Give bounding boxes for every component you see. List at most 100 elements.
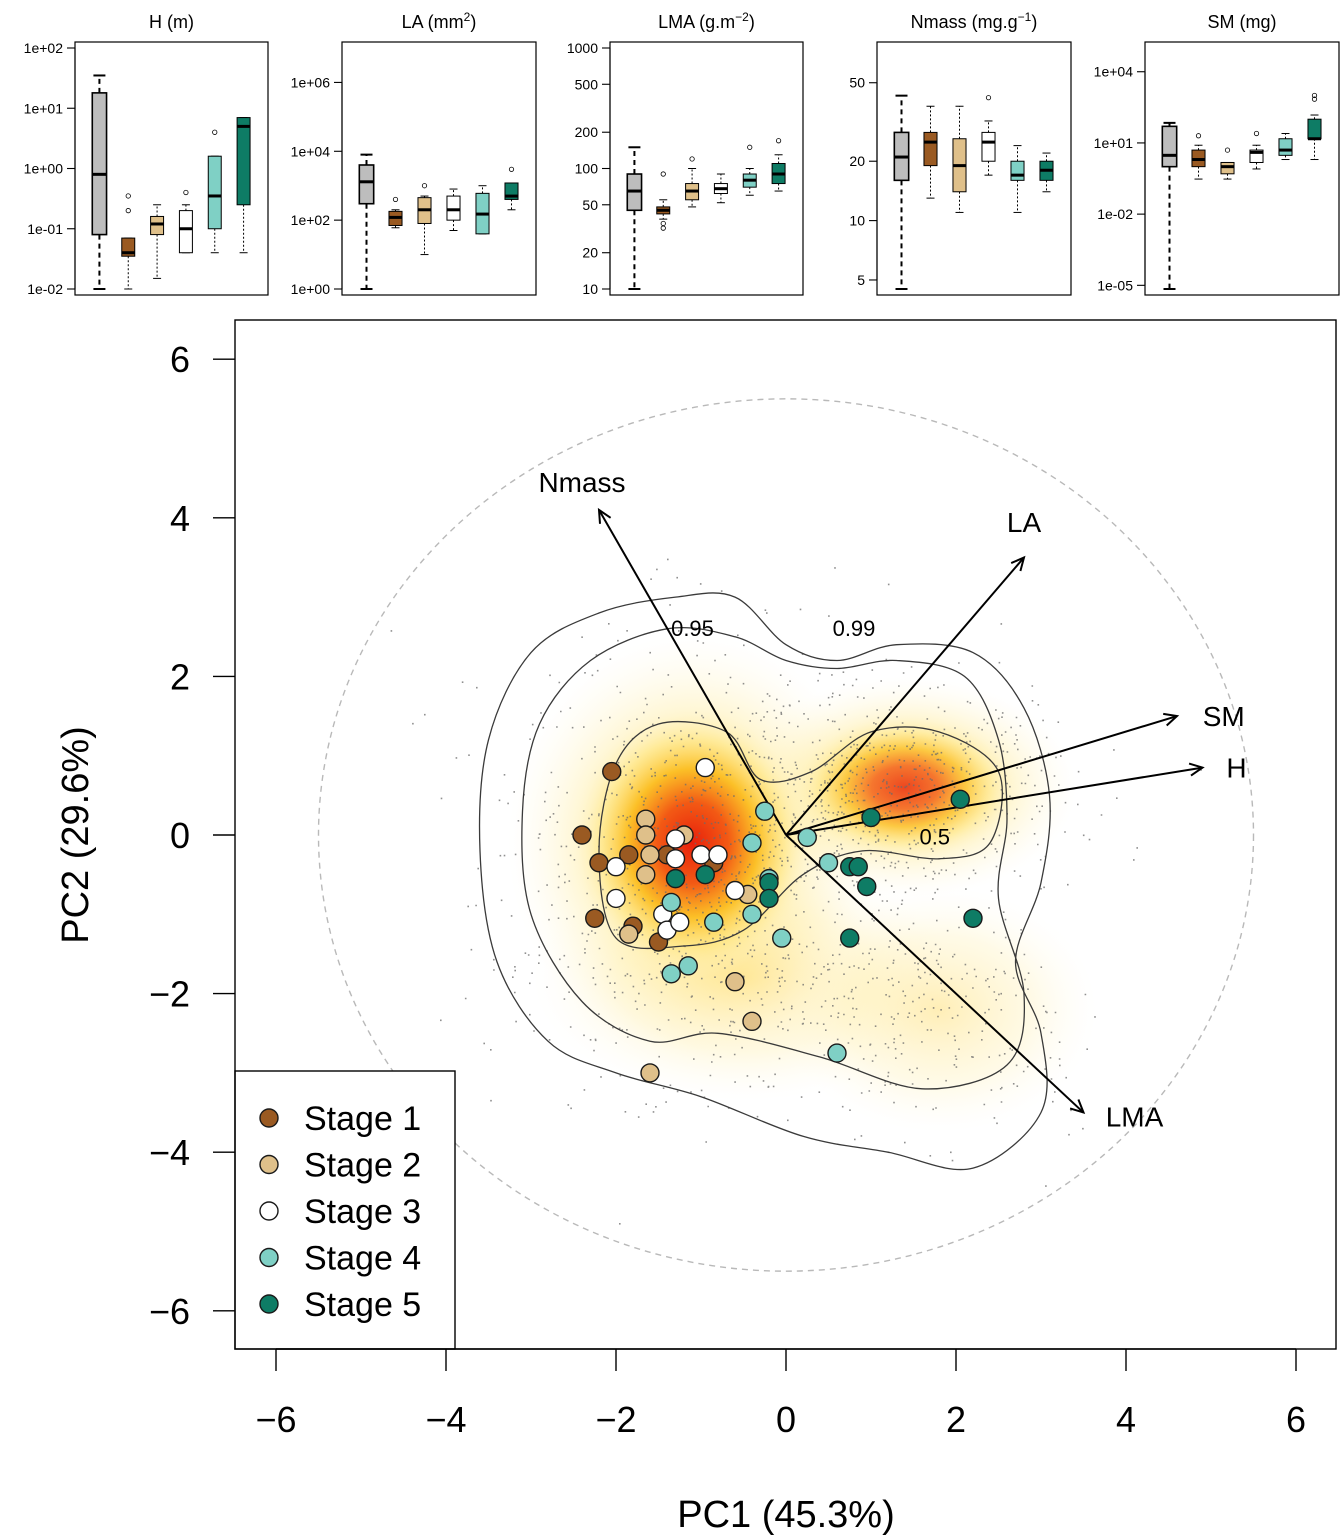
x-tick-label: 0 — [776, 1399, 796, 1440]
tick-label: 1e+01 — [1094, 135, 1134, 151]
box — [923, 131, 938, 167]
box — [1161, 125, 1178, 168]
density-contours: 0.95 0.99 0.5 — [317, 398, 1255, 1272]
outlier-point — [392, 196, 399, 203]
outlier-point — [747, 144, 753, 150]
stage-point — [572, 825, 592, 845]
box — [236, 117, 251, 206]
stage-point — [759, 888, 779, 909]
stage-point — [742, 904, 762, 924]
loading-arrow — [785, 715, 1178, 836]
tick-label: 1e+04 — [1094, 64, 1134, 80]
x-tick-label: −6 — [255, 1399, 296, 1440]
stage-point — [742, 833, 762, 853]
arrow-head — [1163, 712, 1180, 727]
panel-title-sup: −1 — [1018, 10, 1032, 24]
panel-title-unit: (mg.g — [972, 12, 1018, 32]
panel-title-main: Nmass — [911, 12, 972, 32]
panel-title-unit: (m) — [167, 12, 194, 32]
panel-title-main: LA — [402, 12, 428, 32]
stage-point — [665, 849, 686, 869]
tick-label: 1e-05 — [1097, 277, 1133, 293]
x-tick-label: −4 — [425, 1399, 466, 1440]
outlier-point — [125, 193, 131, 199]
box — [358, 164, 375, 205]
stage-point — [861, 807, 881, 828]
panel-title: SM (mg) — [1207, 12, 1276, 32]
y-axis-title: PC2 (29.6%) — [55, 726, 97, 944]
legend-marker — [259, 1294, 279, 1314]
stage-point — [602, 761, 622, 782]
outlier-point — [775, 138, 782, 144]
tick-label: 1e+00 — [291, 281, 331, 297]
stage-point — [619, 924, 639, 944]
outlier-point — [1195, 133, 1202, 139]
stage-point — [950, 789, 970, 810]
legend: Stage 1 Stage 2 Stage 3 Stage 4 Stage 5 — [234, 1070, 456, 1350]
stage-point — [691, 845, 711, 865]
box — [1278, 138, 1293, 156]
panel-title: Nmass (mg.g−1) — [911, 10, 1038, 32]
tick-label: 1e+01 — [24, 100, 64, 116]
outlier-point — [212, 129, 218, 135]
outlier-point — [1253, 130, 1260, 137]
tick-label: 1e-02 — [1097, 206, 1133, 222]
y-tick-label: −4 — [149, 1132, 190, 1173]
arrow-head — [1010, 555, 1026, 572]
correlation-circle — [317, 398, 1255, 1272]
stage-point — [670, 912, 690, 932]
stage-point — [695, 757, 715, 778]
stage-point — [827, 1043, 847, 1063]
legend-marker — [259, 1154, 279, 1175]
outlier-point — [689, 156, 695, 162]
stage-point — [606, 857, 626, 877]
loading-arrow — [785, 556, 1025, 836]
tick-label: 1e+04 — [291, 143, 331, 159]
stage-point — [661, 892, 681, 913]
tick-label: 100 — [575, 161, 599, 177]
panel-title-main: H — [149, 12, 167, 32]
box — [981, 131, 996, 162]
pca-biplot: 0.95 0.99 0.5 Nmass LA SM H LMA Stage 1 Stage 2… — [55, 319, 1337, 1535]
contour-label: 0.5 — [919, 824, 950, 849]
legend-label: Stage 1 — [304, 1100, 421, 1138]
box — [207, 155, 222, 230]
stage-point — [797, 827, 817, 848]
panel-title: LA (mm2) — [402, 10, 477, 32]
tick-label: 50 — [582, 197, 598, 213]
tick-label: 5 — [857, 272, 865, 288]
outlier-point — [985, 95, 992, 101]
boxplot-sm: SM (mg) 1e-05 1e-02 1e+01 1e+04 — [1094, 12, 1340, 296]
stage-point — [725, 880, 745, 901]
stage-point — [742, 1011, 762, 1032]
boxplot-lma: LMA (g.m−2) 10 20 50 100 200 500 1000 — [567, 10, 804, 297]
outlier-point — [1311, 92, 1318, 99]
boxplot-nmass: Nmass (mg.g−1) 5 10 20 50 — [849, 10, 1072, 296]
panel-title: LMA (g.m−2) — [658, 10, 755, 32]
stage-point — [695, 864, 715, 885]
tick-label: 10 — [849, 213, 865, 229]
boxplot-h: H (m) 1e-02 1e-01 1e+00 1e+01 1e+02 — [24, 12, 269, 297]
panel-title-end: ) — [470, 12, 476, 32]
legend-marker — [259, 1247, 279, 1268]
box — [1010, 160, 1025, 181]
panel-title-main: LMA — [658, 12, 699, 32]
axes: −6 −4 −2 0 2 4 6 −6 −4 −2 0 2 4 6 PC1 (45.3%) PC2 (29.6… — [55, 319, 1337, 1535]
panel-title-unit: (g.m — [699, 12, 735, 32]
tick-label: 200 — [575, 124, 599, 140]
outlier-point — [660, 220, 666, 227]
panel-title-end: ) — [749, 12, 755, 32]
y-tick-label: 6 — [170, 339, 190, 380]
loading-arrow — [785, 834, 1085, 1114]
stage-point — [665, 829, 686, 849]
box — [91, 92, 108, 236]
contour-label: 0.99 — [833, 616, 876, 641]
stage-point — [606, 888, 626, 909]
stage-point — [848, 857, 868, 877]
box — [178, 210, 193, 254]
legend-label: Stage 3 — [304, 1193, 421, 1231]
stage-point — [585, 908, 605, 928]
panel-title: H (m) — [149, 12, 194, 32]
box — [446, 195, 461, 221]
tick-label: 10 — [582, 281, 598, 297]
